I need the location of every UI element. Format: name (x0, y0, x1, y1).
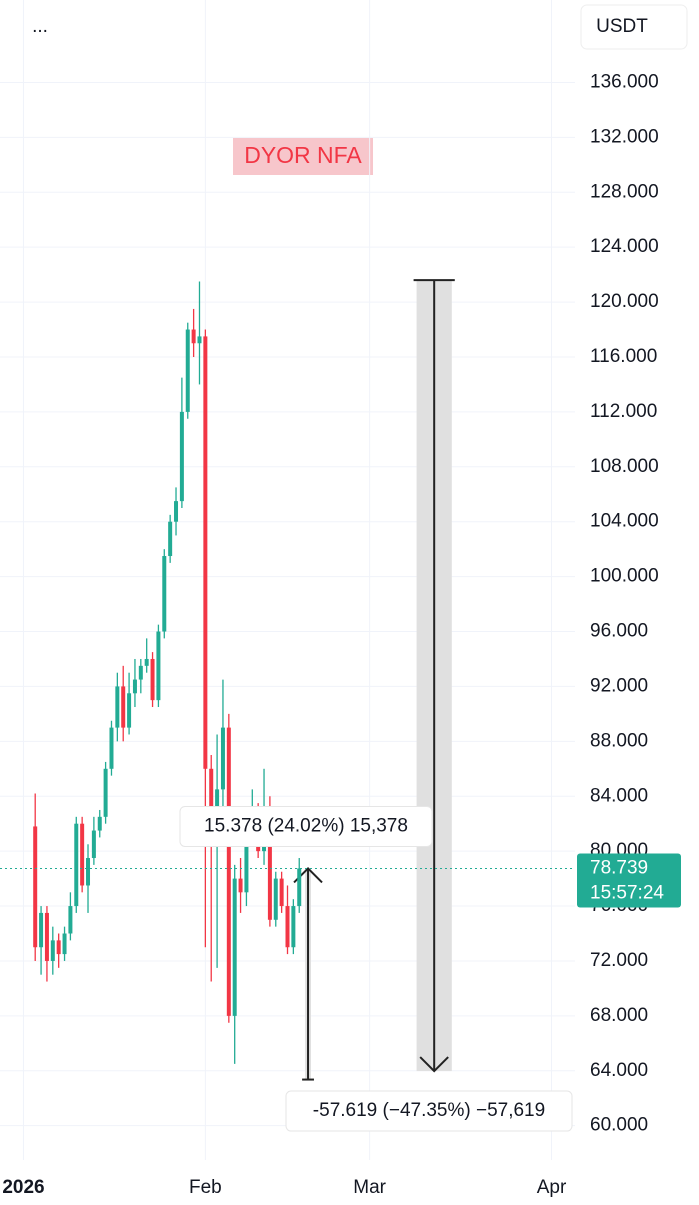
candle-body (156, 631, 161, 701)
candle-body (103, 768, 108, 817)
y-tick-label: 60.000 (590, 1115, 648, 1136)
y-tick-label: 72.000 (590, 950, 648, 971)
y-tick-label: 96.000 (590, 621, 648, 642)
y-tick-label: 136.000 (590, 71, 659, 92)
candle-body (162, 556, 167, 632)
measure-label: -57.619 (−47.35%) −57,619 (313, 1100, 545, 1121)
price-label: 78.739 (590, 857, 648, 878)
countdown: 15:57:24 (590, 882, 664, 903)
candle-body (232, 878, 237, 1016)
candle-body (62, 933, 67, 955)
candle-body (132, 679, 137, 694)
candle-body (33, 826, 38, 948)
candle-body (179, 411, 184, 502)
y-tick-label: 124.000 (590, 236, 659, 257)
y-tick-label: 132.000 (590, 126, 659, 147)
candle-body (91, 830, 96, 859)
candle-body (121, 686, 126, 728)
x-tick-label: Apr (537, 1177, 567, 1198)
y-tick-label: 104.000 (590, 511, 659, 532)
candle-body (174, 501, 179, 522)
currency[interactable]: USDT (596, 16, 648, 37)
candle-body (44, 912, 49, 961)
y-tick-label: 88.000 (590, 730, 648, 751)
candle-body (285, 906, 290, 948)
y-tick-label: 68.000 (590, 1005, 648, 1026)
candle-body (80, 823, 85, 886)
measure-label: 15.378 (24.02%) 15,378 (204, 815, 408, 836)
x-tick-label: Feb (189, 1177, 222, 1198)
candle-body (185, 329, 190, 412)
candle-body (273, 878, 278, 920)
candle-body (168, 521, 173, 557)
candle-body (144, 658, 149, 666)
candle-body (50, 940, 55, 961)
candle-body (74, 823, 79, 907)
menu-button[interactable]: ... (32, 16, 48, 37)
currency-box[interactable] (580, 4, 688, 50)
y-tick-label: 108.000 (590, 456, 659, 477)
y-tick-label: 112.000 (590, 401, 657, 422)
candle-body (127, 693, 132, 728)
candle-body (209, 768, 214, 810)
y-tick-label: 100.000 (590, 566, 659, 587)
candle-body (279, 878, 284, 907)
candle-body (150, 658, 155, 701)
candle-body (244, 830, 249, 893)
price-label-bg (577, 853, 681, 908)
candle-body (226, 727, 231, 1016)
candle-body (86, 858, 91, 886)
measure-label-bg (179, 805, 433, 847)
arrow-head (419, 1056, 449, 1073)
y-tick-label: 116.000 (590, 346, 657, 367)
candle-body (203, 336, 208, 769)
candle-body (109, 727, 114, 769)
candle-body (115, 686, 120, 728)
y-tick-label: 120.000 (590, 291, 659, 312)
candle-body (191, 329, 196, 344)
y-tick-label: 64.000 (590, 1060, 648, 1081)
y-tick-label: 128.000 (590, 181, 659, 202)
annotation-bg (233, 138, 373, 175)
candle-body (68, 906, 73, 934)
candle-body (238, 878, 243, 893)
x-tick-label: 2026 (2, 1177, 44, 1198)
candle-body (215, 789, 220, 810)
candle-body (138, 665, 143, 680)
candle-body (197, 336, 202, 344)
candle-body (220, 727, 225, 790)
candle-body (56, 940, 61, 955)
y-tick-label: 84.000 (590, 785, 648, 806)
candle-body (291, 906, 296, 948)
candle-body (297, 868, 302, 907)
candle-body (39, 912, 44, 948)
annotation: DYOR NFA (244, 142, 362, 168)
candle-body (267, 809, 272, 920)
y-tick-label: 92.000 (590, 675, 648, 696)
candle-body (97, 816, 102, 831)
x-tick-label: Mar (353, 1177, 386, 1198)
measure-label-bg (285, 1090, 573, 1132)
